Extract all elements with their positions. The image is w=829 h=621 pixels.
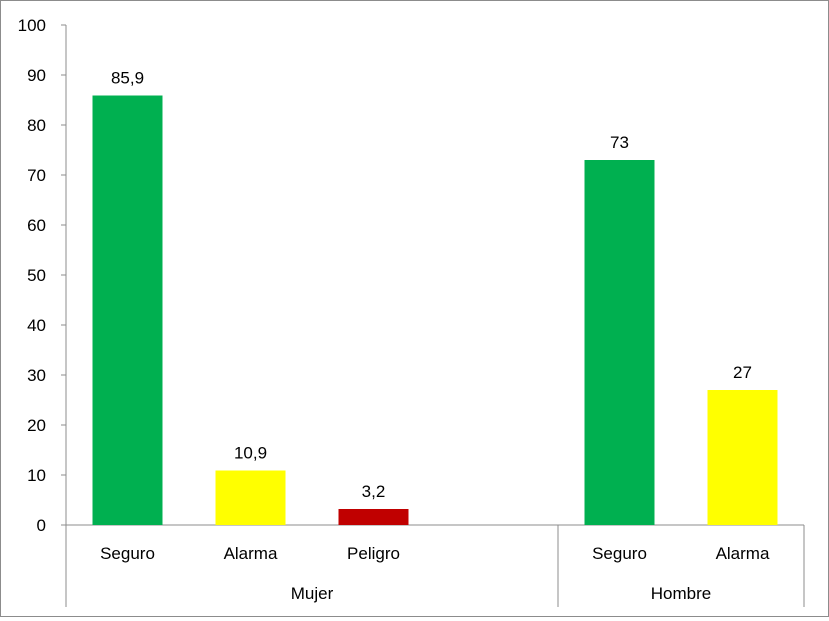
y-tick-label: 100 [18,16,46,35]
y-tick-label: 0 [37,516,46,535]
y-tick-label: 70 [27,166,46,185]
data-label: 3,2 [362,482,386,501]
bar-hombre-alarma [707,390,778,525]
data-label: 27 [733,363,752,382]
x-group-label: Mujer [291,584,334,603]
y-tick-label: 10 [27,466,46,485]
x-category-label: Peligro [347,544,400,563]
y-tick-label: 80 [27,116,46,135]
x-category-label: Alarma [716,544,770,563]
y-tick-label: 60 [27,216,46,235]
x-category-label: Seguro [100,544,155,563]
y-tick-label: 20 [27,416,46,435]
data-label: 10,9 [234,444,267,463]
bar-mujer-peligro [338,509,409,525]
x-category-label: Alarma [224,544,278,563]
bar-hombre-seguro [584,160,655,525]
y-tick-label: 30 [27,366,46,385]
bar-mujer-alarma [215,470,286,525]
data-label: 85,9 [111,69,144,88]
y-tick-label: 50 [27,266,46,285]
data-label: 73 [610,133,629,152]
y-tick-label: 90 [27,66,46,85]
x-category-label: Seguro [592,544,647,563]
x-group-label: Hombre [651,584,711,603]
y-tick-label: 40 [27,316,46,335]
bar-mujer-seguro [92,95,163,525]
